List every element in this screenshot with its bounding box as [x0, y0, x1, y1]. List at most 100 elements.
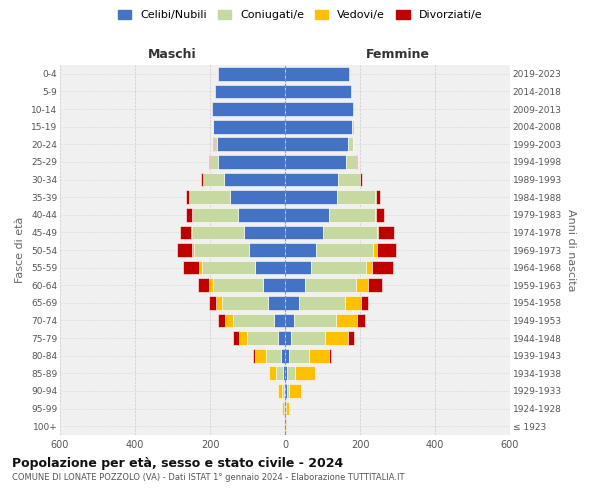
Bar	[285, 84, 351, 98]
Bar	[323, 226, 377, 239]
Text: COMUNE DI LONATE POZZOLO (VA) - Dati ISTAT 1° gennaio 2024 - Elaborazione TUTTIT: COMUNE DI LONATE POZZOLO (VA) - Dati IST…	[12, 472, 404, 482]
Bar	[250, 243, 285, 257]
Bar	[239, 331, 247, 345]
Y-axis label: Fasce di età: Fasce di età	[16, 217, 25, 283]
Bar	[356, 155, 358, 169]
Bar	[210, 155, 218, 169]
Bar	[224, 172, 285, 186]
Bar	[286, 420, 287, 433]
Bar	[212, 120, 213, 134]
Bar	[345, 296, 361, 310]
Bar	[218, 314, 225, 328]
Bar	[263, 278, 285, 292]
Bar	[285, 314, 295, 328]
Bar	[209, 278, 213, 292]
Bar	[217, 296, 223, 310]
Bar	[285, 296, 299, 310]
Bar	[346, 155, 356, 169]
Bar	[338, 172, 360, 186]
Bar	[348, 138, 353, 151]
Bar	[192, 226, 244, 239]
Bar	[285, 243, 316, 257]
Bar	[361, 172, 362, 186]
Bar	[213, 120, 285, 134]
Bar	[225, 314, 233, 328]
Bar	[287, 384, 289, 398]
Bar	[187, 190, 188, 204]
Bar	[379, 226, 394, 239]
Bar	[283, 402, 284, 415]
Bar	[247, 331, 277, 345]
Bar	[285, 420, 286, 433]
Bar	[299, 296, 345, 310]
Bar	[213, 138, 214, 151]
Bar	[284, 420, 285, 433]
Bar	[375, 208, 376, 222]
Bar	[287, 366, 295, 380]
Bar	[290, 331, 325, 345]
Bar	[376, 190, 380, 204]
Text: Popolazione per età, sesso e stato civile - 2024: Popolazione per età, sesso e stato civil…	[12, 458, 343, 470]
Bar	[200, 172, 203, 186]
Text: Maschi: Maschi	[148, 48, 197, 62]
Bar	[377, 226, 379, 239]
Bar	[305, 278, 356, 292]
Bar	[361, 296, 368, 310]
Bar	[274, 314, 285, 328]
Bar	[376, 208, 383, 222]
Bar	[316, 243, 373, 257]
Bar	[218, 67, 285, 80]
Bar	[285, 349, 289, 362]
Bar	[285, 190, 337, 204]
Bar	[186, 208, 191, 222]
Bar	[202, 260, 255, 274]
Bar	[214, 138, 217, 151]
Bar	[285, 172, 338, 186]
Bar	[209, 296, 217, 310]
Bar	[191, 208, 193, 222]
Bar	[212, 102, 285, 116]
Bar	[349, 331, 354, 345]
Bar	[366, 260, 371, 274]
Bar	[281, 349, 285, 362]
Bar	[229, 190, 285, 204]
Bar	[295, 366, 314, 380]
Bar	[278, 384, 281, 398]
Bar	[193, 208, 238, 222]
Bar	[285, 138, 348, 151]
Bar	[295, 314, 337, 328]
Bar	[285, 331, 290, 345]
Bar	[289, 384, 301, 398]
Bar	[285, 366, 287, 380]
Y-axis label: Anni di nascita: Anni di nascita	[566, 209, 576, 291]
Bar	[217, 138, 285, 151]
Bar	[209, 155, 210, 169]
Bar	[189, 190, 229, 204]
Bar	[329, 349, 331, 362]
Bar	[286, 402, 289, 415]
Bar	[203, 172, 224, 186]
Bar	[194, 243, 250, 257]
Bar	[325, 331, 349, 345]
Bar	[285, 67, 349, 80]
Bar	[265, 349, 281, 362]
Bar	[215, 84, 285, 98]
Bar	[233, 331, 239, 345]
Bar	[277, 331, 285, 345]
Bar	[310, 349, 329, 362]
Bar	[329, 208, 375, 222]
Bar	[192, 243, 194, 257]
Bar	[191, 226, 192, 239]
Bar	[255, 260, 285, 274]
Bar	[218, 155, 285, 169]
Bar	[276, 366, 283, 380]
Bar	[285, 226, 323, 239]
Bar	[179, 226, 191, 239]
Bar	[253, 349, 255, 362]
Bar	[285, 278, 305, 292]
Bar	[233, 314, 274, 328]
Bar	[285, 402, 286, 415]
Bar	[285, 384, 287, 398]
Bar	[352, 120, 353, 134]
Bar	[177, 243, 192, 257]
